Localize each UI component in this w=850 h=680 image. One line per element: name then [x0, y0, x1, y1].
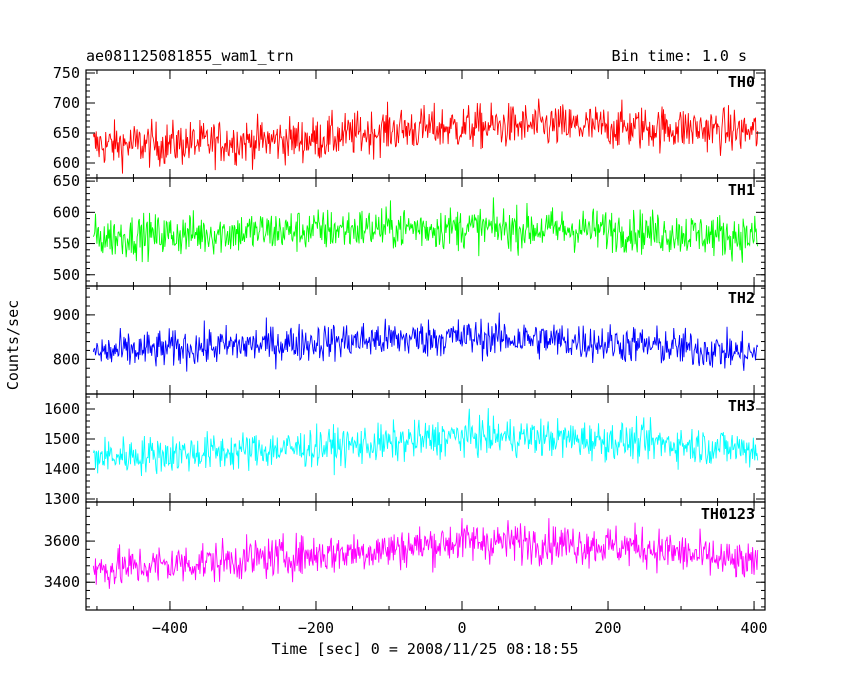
x-tick-label: −400: [152, 619, 188, 637]
panel-label-th3: TH3: [728, 397, 755, 415]
panel-th2: 800 900 TH2: [53, 285, 766, 395]
y-tick-label: 750: [53, 64, 80, 82]
x-tick-label: 0: [457, 619, 466, 637]
panel-label-th0: TH0: [728, 73, 755, 91]
y-tick-label: 1300: [44, 490, 80, 508]
y-tick-label: 1500: [44, 430, 80, 448]
y-tick-label: 1400: [44, 460, 80, 478]
y-tick-label: 500: [53, 266, 80, 284]
y-tick-label: 650: [53, 172, 80, 190]
panel-frame: [85, 393, 766, 503]
series-line-th0: [92, 98, 759, 174]
bin-time-label: Bin time: 1.0 s: [612, 47, 747, 65]
panel-label-th1: TH1: [728, 181, 755, 199]
y-tick-label: 3600: [44, 532, 80, 550]
y-tick-label: 600: [53, 154, 80, 172]
y-tick-label: 600: [53, 203, 80, 221]
y-axis-label: Counts/sec: [4, 300, 22, 390]
y-tick-label: 700: [53, 94, 80, 112]
series-line-th0123: [92, 518, 759, 589]
series-line-th2: [92, 312, 759, 372]
y-tick-label: 550: [53, 235, 80, 253]
y-tick-label: 800: [53, 350, 80, 368]
panel-label-th2: TH2: [728, 289, 755, 307]
y-tick-label: 3400: [44, 573, 80, 591]
x-tick-label: 200: [594, 619, 621, 637]
y-tick-label: 650: [53, 124, 80, 142]
x-tick-label: 400: [741, 619, 768, 637]
panel-th1: 500 550 600 650 TH1: [53, 172, 766, 287]
y-tick-label: 1600: [44, 400, 80, 418]
panel-th0123: 3400 3600 TH0123: [44, 501, 766, 611]
panel-th0: 600 650 700 750 TH0: [53, 64, 766, 179]
y-tick-label: 900: [53, 306, 80, 324]
series-line-th3: [92, 408, 759, 477]
panel-frame: [85, 285, 766, 395]
series-line-th1: [92, 197, 759, 263]
panel-th3: 1300 1400 1500 1600 TH3: [44, 393, 766, 508]
panel-label-th0123: TH0123: [701, 505, 755, 523]
chart-title: ae081125081855_wam1_trn: [86, 47, 294, 65]
x-tick-label: −200: [298, 619, 334, 637]
x-axis-label: Time [sec] 0 = 2008/11/25 08:18:55: [271, 640, 578, 658]
